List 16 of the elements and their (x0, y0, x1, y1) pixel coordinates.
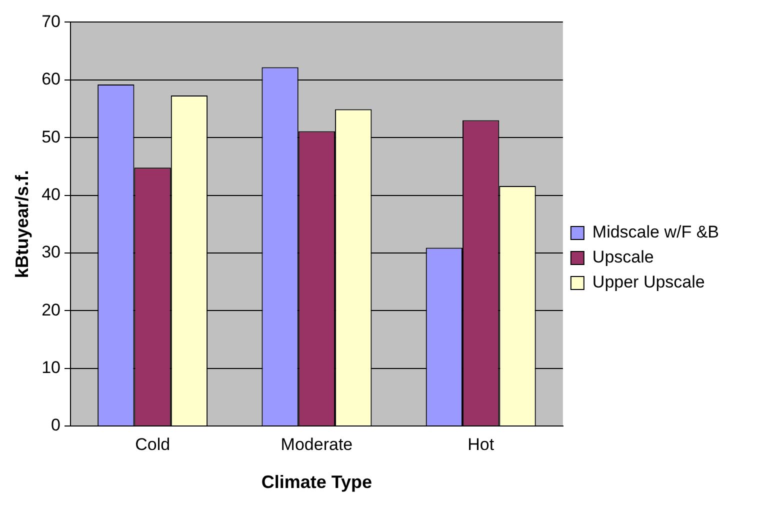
legend-label: Upscale (592, 248, 654, 267)
x-tick-label: Cold (135, 434, 170, 454)
y-tick-label: 0 (51, 416, 61, 435)
legend-label: Upper Upscale (592, 272, 705, 292)
y-tick-label: 30 (42, 242, 61, 262)
y-tick-label: 10 (42, 358, 61, 377)
x-tick-label: Hot (468, 434, 494, 454)
y-tick-label: 40 (42, 184, 61, 204)
legend-label: Midscale w/F &B (592, 222, 720, 242)
y-tick-label: 20 (42, 300, 61, 320)
x-axis-title: Climate Type (261, 472, 372, 492)
x-tick-label: Moderate (280, 434, 353, 454)
y-axis-title: kBtuyear/s.f. (12, 170, 32, 278)
y-tick-label: 50 (42, 127, 61, 146)
y-tick-label: 70 (42, 12, 61, 31)
y-tick-label: 60 (42, 70, 61, 89)
